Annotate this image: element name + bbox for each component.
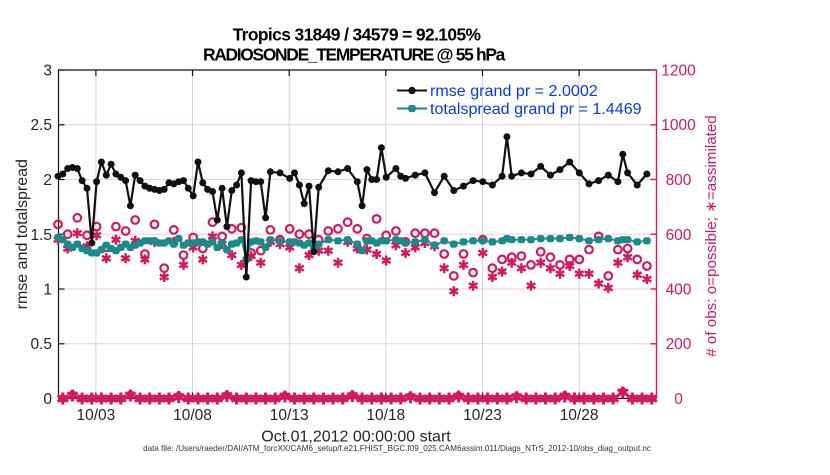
- svg-text:200: 200: [666, 336, 692, 353]
- svg-text:Oct.01,2012 00:00:00 start: Oct.01,2012 00:00:00 start: [261, 429, 451, 446]
- svg-text:400: 400: [666, 282, 692, 299]
- svg-text:2.5: 2.5: [30, 117, 52, 134]
- svg-text:10/18: 10/18: [366, 407, 405, 424]
- svg-text:Tropics 31849 / 34579 = 92.105: Tropics 31849 / 34579 = 92.105%: [233, 25, 481, 45]
- svg-text:RADIOSONDE_TEMPERATURE @ 55 hP: RADIOSONDE_TEMPERATURE @ 55 hPa: [203, 45, 506, 65]
- svg-text:0: 0: [674, 391, 683, 408]
- svg-text:10/28: 10/28: [560, 407, 599, 424]
- svg-text:data file: /Users/raeder/DAI/A: data file: /Users/raeder/DAI/ATM_forcXX/…: [143, 444, 651, 453]
- svg-text:1.5: 1.5: [30, 227, 52, 244]
- svg-text:10/13: 10/13: [270, 407, 309, 424]
- svg-text:3: 3: [43, 63, 52, 80]
- svg-text:1200: 1200: [661, 63, 696, 80]
- svg-text:0.5: 0.5: [30, 336, 52, 353]
- svg-text:2: 2: [43, 172, 52, 189]
- svg-text:10/08: 10/08: [173, 407, 212, 424]
- svg-text:800: 800: [666, 172, 692, 189]
- svg-text:10/23: 10/23: [463, 407, 502, 424]
- svg-text:# of obs: o=possible; ∗=assimi: # of obs: o=possible; ∗=assimilated: [703, 115, 720, 357]
- svg-text:1000: 1000: [661, 117, 696, 134]
- svg-text:0: 0: [43, 391, 52, 408]
- svg-text:rmse and totalspread: rmse and totalspread: [14, 159, 31, 309]
- svg-text:10/03: 10/03: [77, 407, 116, 424]
- svg-text:1: 1: [43, 282, 52, 299]
- svg-text:rmse grand pr = 2.0002: rmse grand pr = 2.0002: [430, 82, 598, 100]
- svg-text:600: 600: [666, 227, 692, 244]
- svg-text:totalspread grand pr = 1.4469: totalspread grand pr = 1.4469: [430, 100, 642, 118]
